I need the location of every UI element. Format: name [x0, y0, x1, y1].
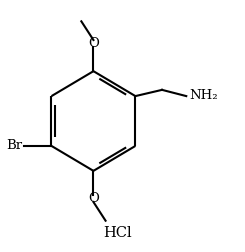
Text: Br: Br — [6, 139, 22, 152]
Text: NH₂: NH₂ — [189, 89, 218, 102]
Text: HCl: HCl — [103, 226, 132, 240]
Text: O: O — [88, 37, 99, 50]
Text: O: O — [88, 192, 99, 205]
